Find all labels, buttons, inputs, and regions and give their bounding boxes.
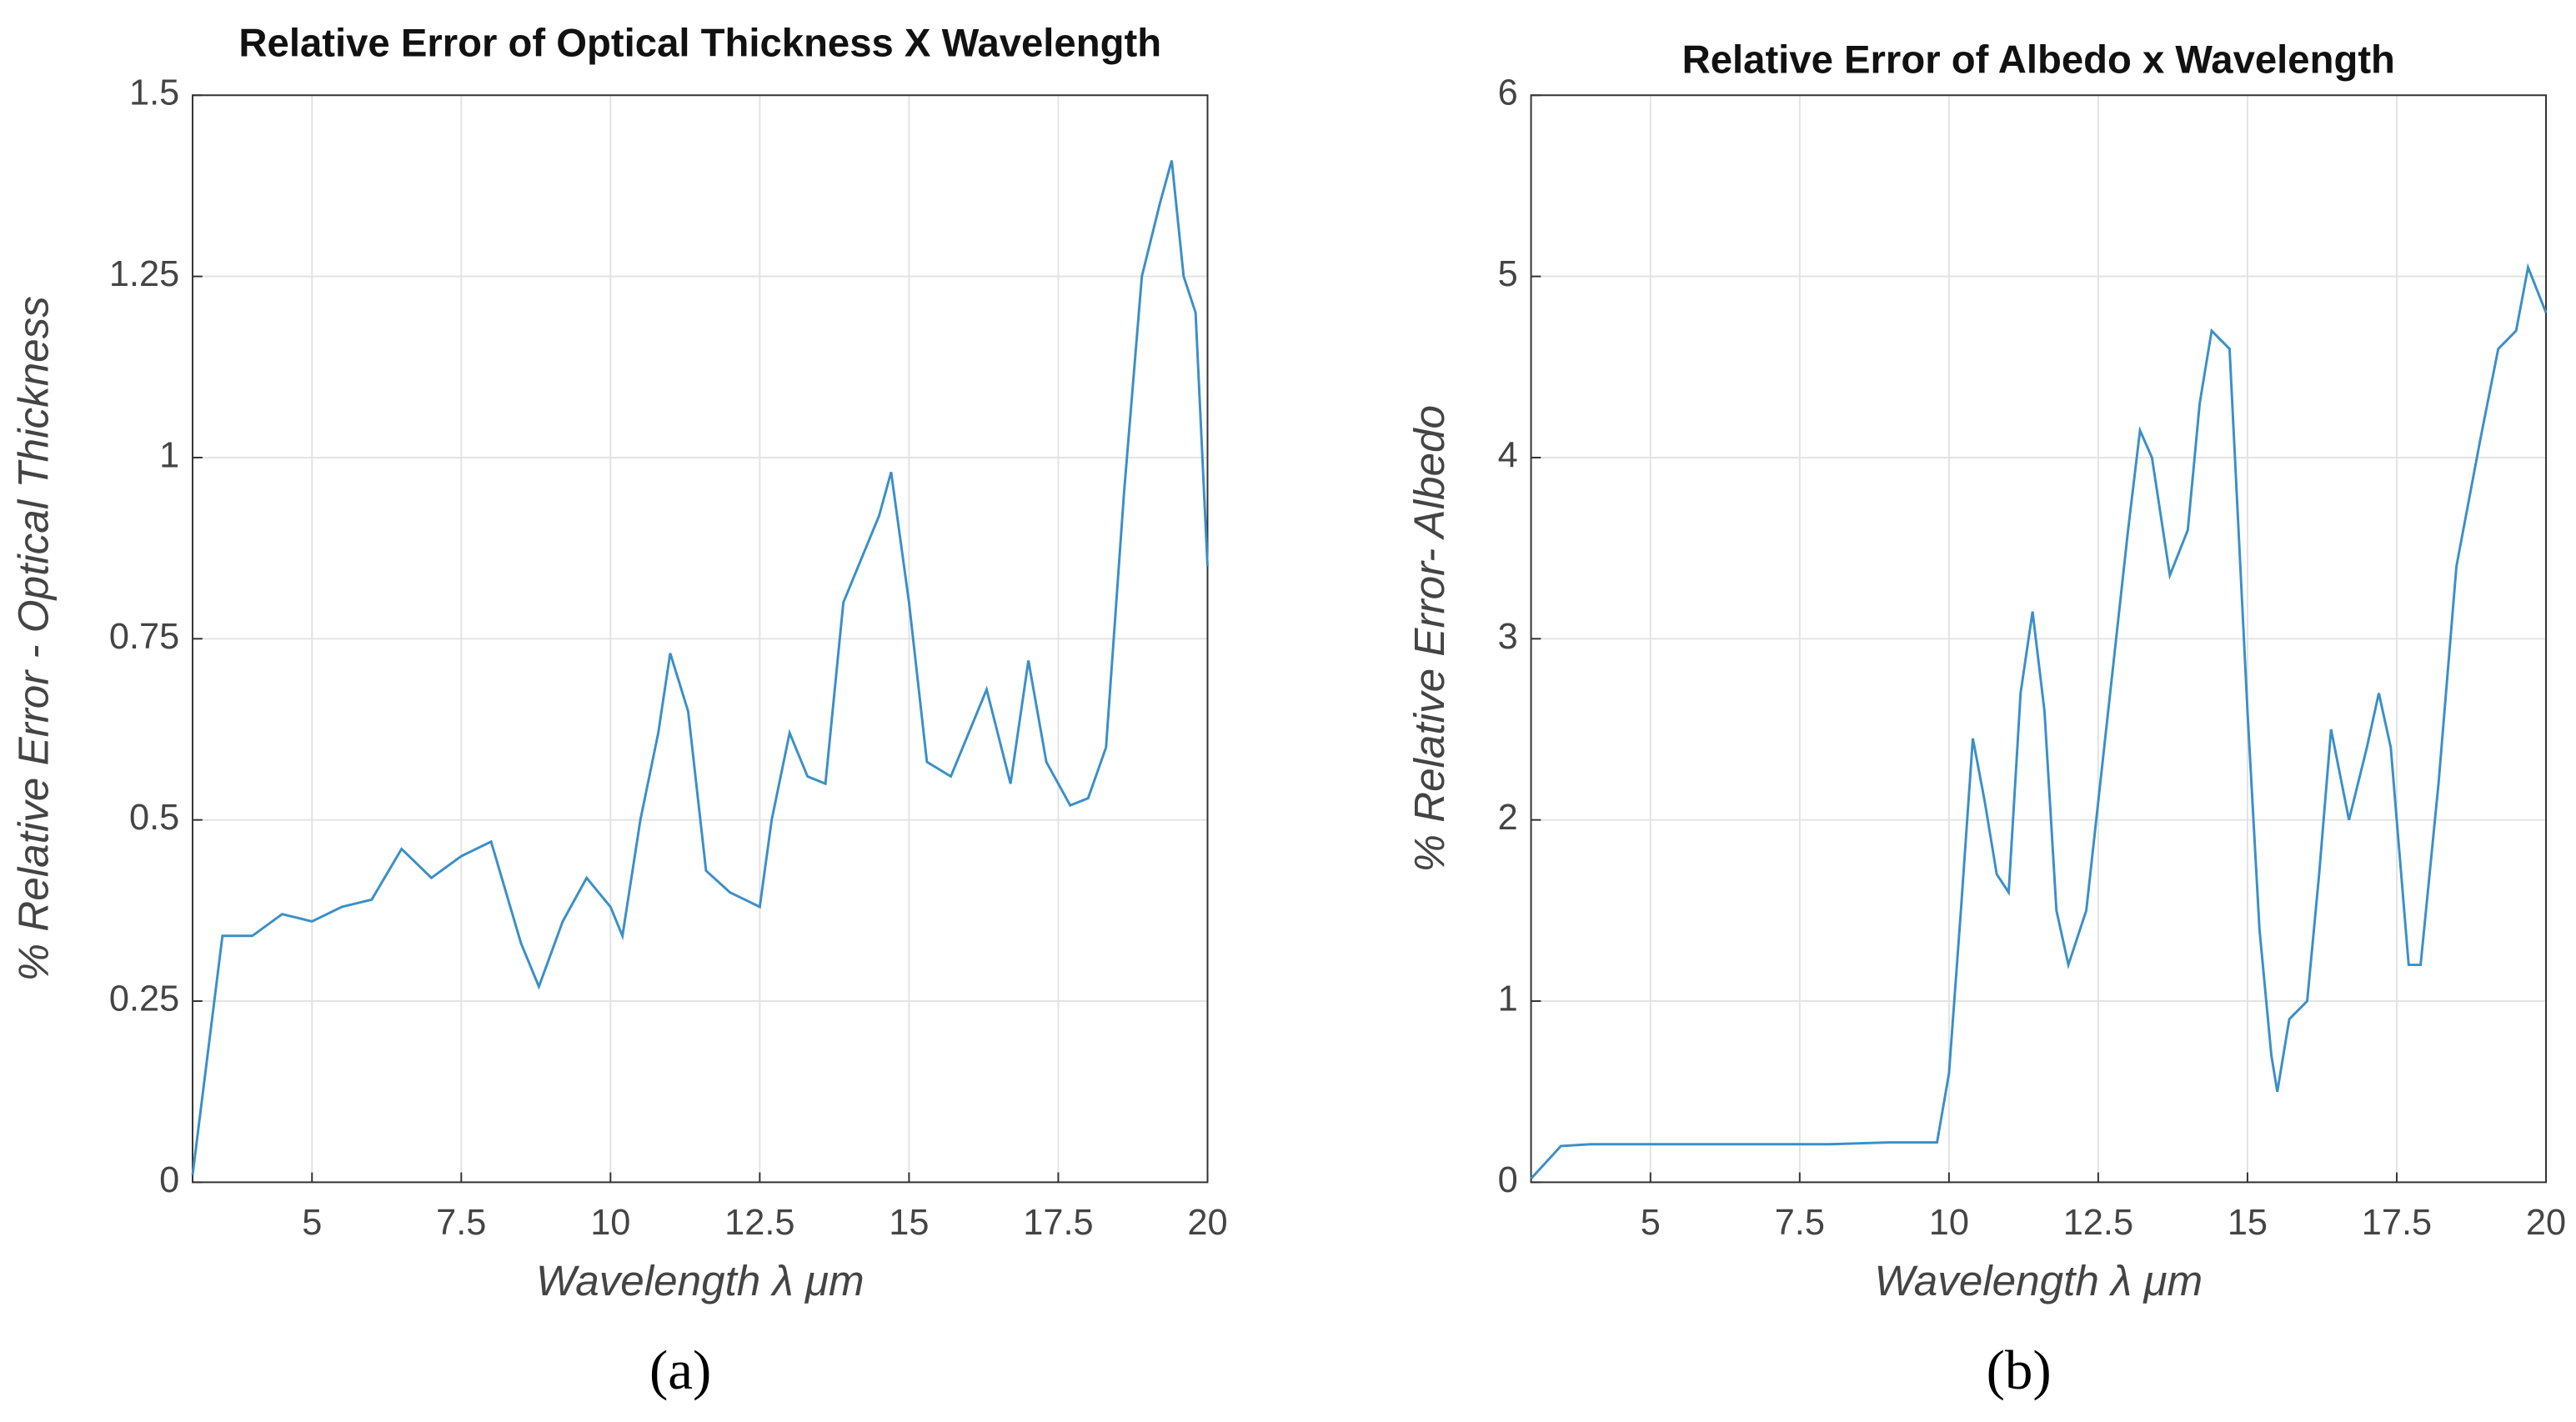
y-tick-label: 0.25	[109, 979, 179, 1019]
x-tick-label: 17.5	[1023, 1203, 1093, 1243]
x-tick-label: 10	[1929, 1203, 1969, 1243]
x-tick-label: 20	[1187, 1203, 1227, 1243]
x-tick-label: 5	[302, 1203, 322, 1243]
chart-title: Relative Error of Albedo x Wavelength	[1682, 38, 2395, 82]
x-tick-label: 15	[889, 1203, 929, 1243]
x-tick-label: 5	[1641, 1203, 1661, 1243]
x-axis-label: Wavelength λ μm	[1874, 1257, 2203, 1304]
chart-title: Relative Error of Optical Thickness X Wa…	[238, 22, 1161, 66]
y-tick-label: 3	[1498, 617, 1518, 657]
y-tick-label: 2	[1498, 798, 1518, 838]
x-tick-label: 10	[590, 1203, 630, 1243]
axes-box	[192, 94, 1209, 1184]
x-tick-label: 7.5	[1775, 1203, 1825, 1243]
axes-box	[1530, 94, 2547, 1184]
caption: (a)	[649, 1339, 711, 1401]
y-tick-label: 1.5	[129, 73, 179, 113]
y-axis-label: % Relative Error- Albedo	[1406, 405, 1453, 873]
x-axis-label: Wavelength λ μm	[536, 1257, 865, 1304]
x-tick-label: 12.5	[724, 1203, 794, 1243]
y-tick-label: 5	[1498, 254, 1518, 294]
x-tick-label: 15	[2228, 1203, 2268, 1243]
y-tick-label: 0	[159, 1160, 179, 1200]
x-tick-label: 17.5	[2362, 1203, 2432, 1243]
y-tick-label: 1	[1498, 979, 1518, 1019]
y-tick-label: 0.75	[109, 617, 179, 657]
y-axis-label: % Relative Error - Optical Thickness	[9, 296, 57, 981]
data-line	[1530, 263, 2548, 1180]
caption: (b)	[1987, 1339, 2052, 1401]
y-tick-label: 4	[1498, 435, 1518, 475]
x-tick-label: 7.5	[436, 1203, 486, 1243]
y-tick-label: 0	[1498, 1160, 1518, 1200]
y-tick-label: 0.5	[129, 798, 179, 838]
data-line	[191, 160, 1209, 1175]
y-tick-label: 6	[1498, 73, 1518, 113]
y-tick-label: 1.25	[109, 254, 179, 294]
x-tick-label: 12.5	[2063, 1203, 2133, 1243]
x-tick-label: 20	[2526, 1203, 2566, 1243]
y-tick-label: 1	[159, 435, 179, 475]
